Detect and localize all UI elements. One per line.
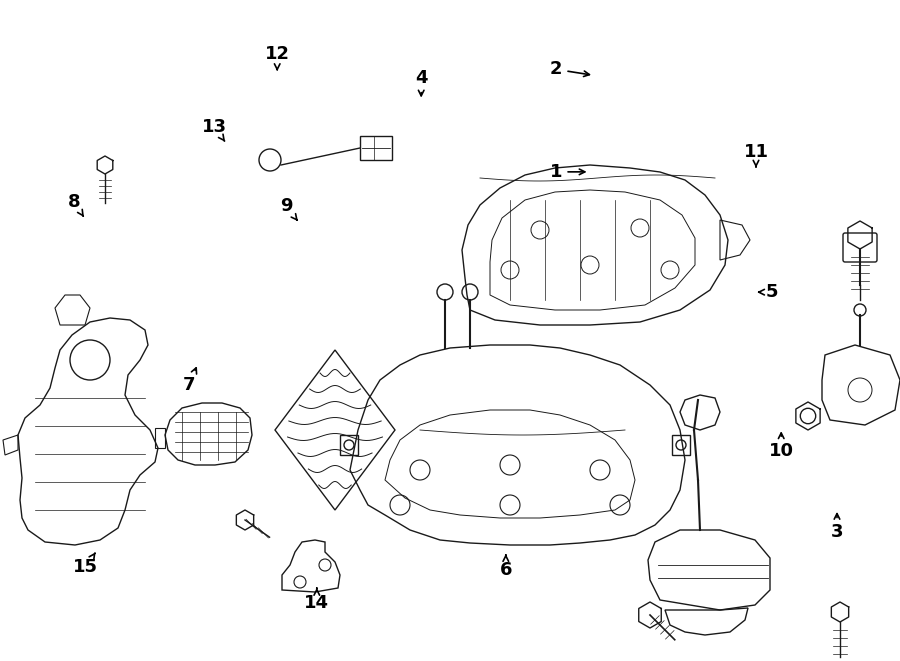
Text: 15: 15 (73, 553, 98, 576)
Text: 3: 3 (831, 514, 843, 541)
Text: 7: 7 (183, 368, 196, 394)
Text: 12: 12 (265, 45, 290, 69)
Text: 10: 10 (769, 433, 794, 460)
Text: 13: 13 (202, 118, 227, 141)
Text: 9: 9 (280, 197, 297, 220)
Text: 4: 4 (415, 69, 428, 96)
Text: 5: 5 (759, 283, 778, 301)
Text: 8: 8 (68, 192, 84, 216)
Text: 1: 1 (550, 163, 585, 181)
Bar (360, 136, 392, 160)
Text: 11: 11 (743, 143, 769, 167)
Text: 2: 2 (550, 60, 590, 79)
Bar (155, 428, 165, 448)
Text: 6: 6 (500, 555, 512, 579)
Text: 14: 14 (304, 588, 329, 612)
